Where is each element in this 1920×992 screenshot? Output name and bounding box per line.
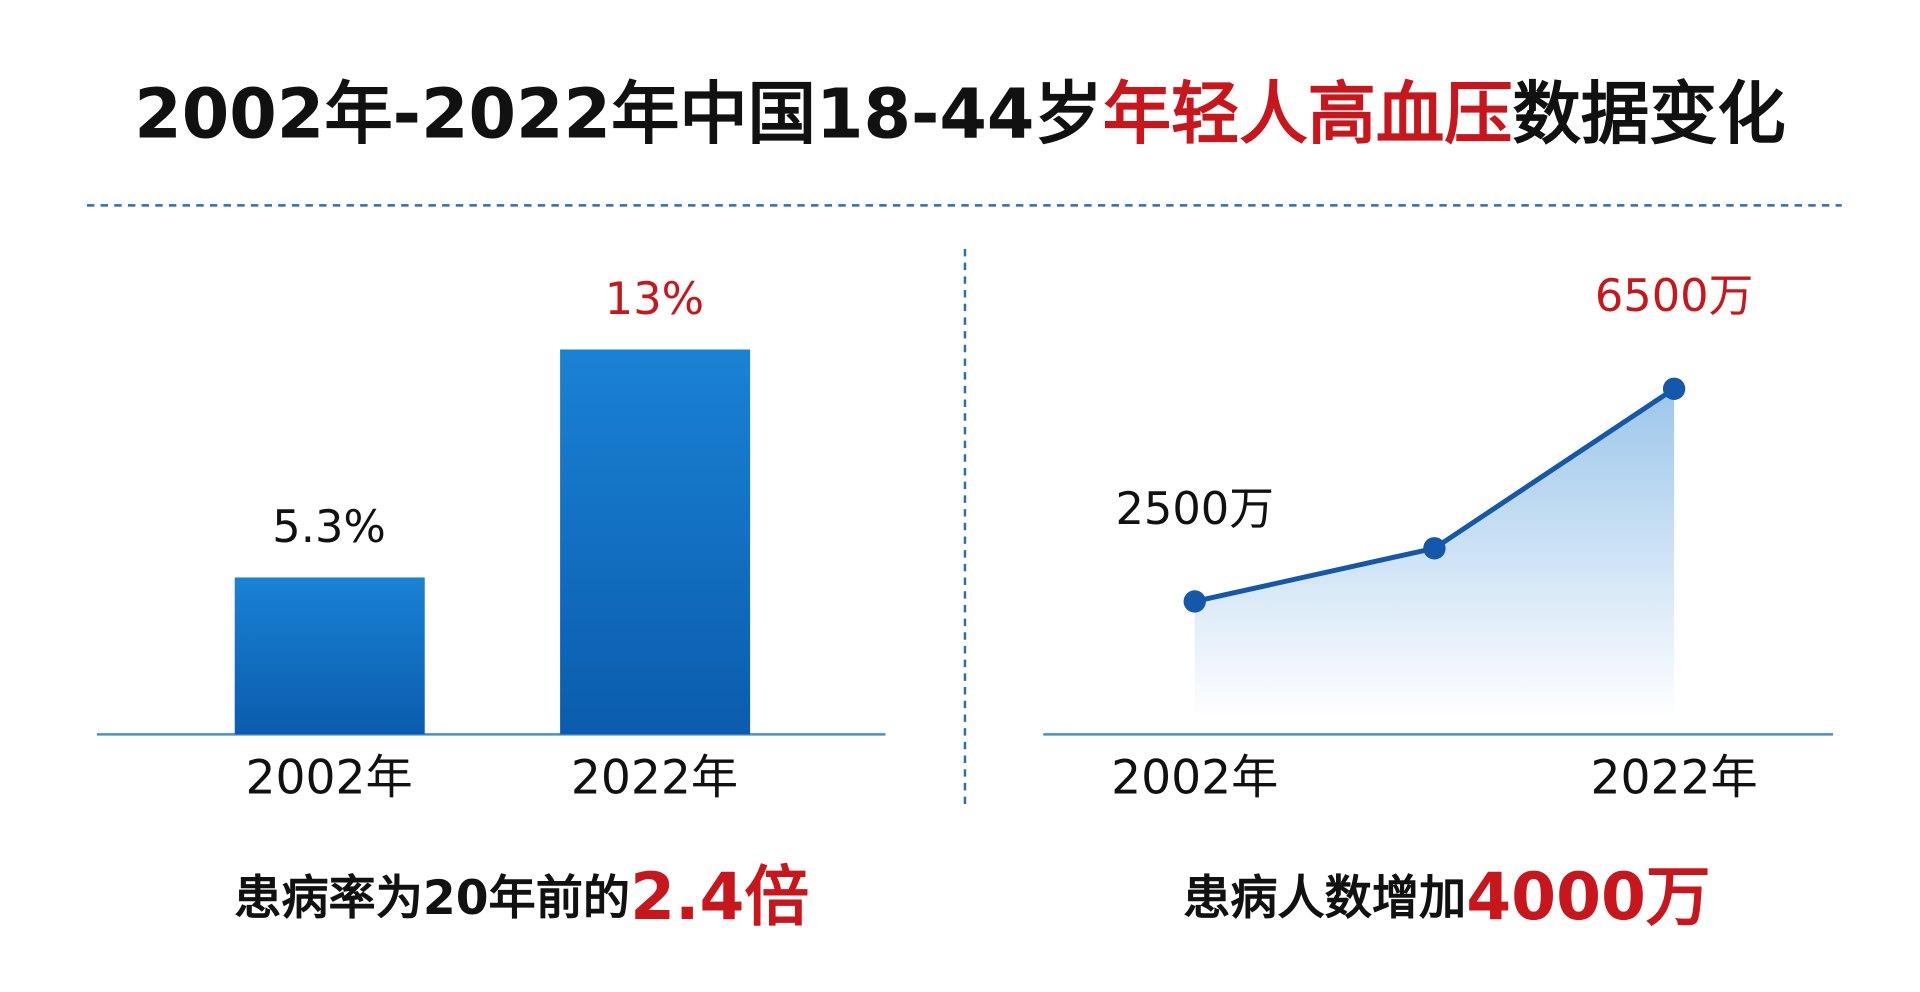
title-part: 数据变化: [1513, 75, 1786, 154]
title-part: 2002年-2022年中国18-44岁: [134, 75, 1102, 154]
x-tick-label: 2022年: [1590, 750, 1757, 805]
annotation-text: 患病人数增加: [1183, 871, 1466, 926]
annotation-text: 患病率为20年前的: [234, 871, 630, 926]
point: [1183, 590, 1206, 613]
point: [1423, 537, 1446, 560]
value-label: 13%: [605, 272, 704, 325]
annotation-highlight: 4000万: [1466, 860, 1710, 935]
annotation: 患病人数增加4000万: [1183, 860, 1710, 935]
value-label: 6500万: [1595, 269, 1753, 322]
annotation: 患病率为20年前的2.4倍: [234, 860, 809, 935]
x-tick-label: 2002年: [1111, 750, 1278, 805]
value-label: 5.3%: [272, 500, 386, 553]
title-part: 年轻人高血压: [1103, 75, 1513, 154]
x-tick-label: 2022年: [571, 750, 738, 805]
bar: [234, 577, 425, 735]
value-label: 2500万: [1115, 482, 1273, 535]
annotation-highlight: 2.4倍: [630, 860, 809, 935]
x-tick-label: 2002年: [245, 750, 412, 805]
point: [1662, 377, 1686, 400]
bar: [560, 349, 751, 735]
title: 2002年-2022年中国18-44岁年轻人高血压数据变化: [134, 75, 1785, 154]
